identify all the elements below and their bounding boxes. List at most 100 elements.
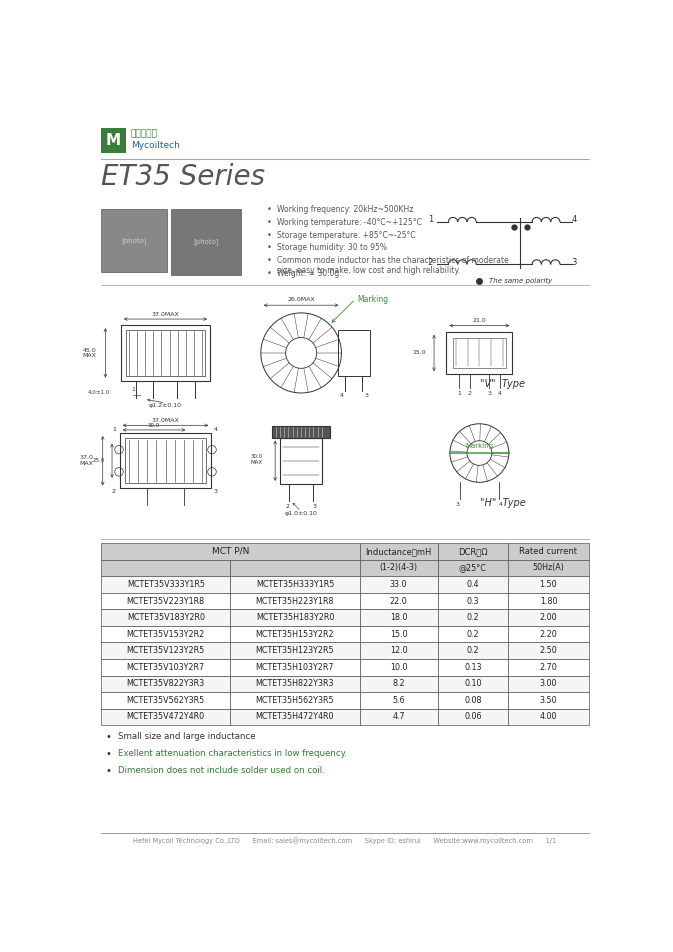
Text: Storage temperature: +85°C~-25°C: Storage temperature: +85°C~-25°C [277,230,416,240]
Text: The same polarity: The same polarity [489,278,553,285]
Text: 1.50: 1.50 [540,580,557,589]
Text: 1: 1 [457,391,461,396]
Text: Marking: Marking [357,294,388,304]
Text: 5.6: 5.6 [392,696,405,704]
Text: 45.0
MAX: 45.0 MAX [82,347,96,358]
Text: MCTET35V123Y2R5: MCTET35V123Y2R5 [127,646,205,655]
FancyBboxPatch shape [508,576,589,593]
Text: 3: 3 [487,391,491,396]
FancyBboxPatch shape [437,692,508,708]
Text: •: • [267,268,271,278]
Text: Rated current: Rated current [520,546,577,556]
Text: Working temperature: -40°C~+125°C: Working temperature: -40°C~+125°C [277,218,422,227]
Text: 3: 3 [313,504,317,509]
Text: 50Hz(A): 50Hz(A) [532,564,565,572]
Text: Storage humidity: 30 to 95%: Storage humidity: 30 to 95% [277,243,387,252]
FancyBboxPatch shape [437,609,508,625]
Text: MCTET35V103Y2R7: MCTET35V103Y2R7 [127,663,205,672]
FancyBboxPatch shape [508,625,589,643]
FancyBboxPatch shape [101,643,230,659]
Text: 1.80: 1.80 [540,597,557,605]
Text: MCT P/N: MCT P/N [212,546,249,556]
FancyBboxPatch shape [101,544,359,560]
FancyBboxPatch shape [508,708,589,725]
Polygon shape [272,426,330,438]
Text: Inductance：mH: Inductance：mH [365,546,431,556]
Text: 2: 2 [468,391,472,396]
Text: 3.00: 3.00 [540,680,557,688]
FancyBboxPatch shape [230,643,359,659]
FancyBboxPatch shape [230,576,359,593]
Text: 4.00: 4.00 [540,712,557,722]
Text: 2.20: 2.20 [540,629,557,639]
FancyBboxPatch shape [359,576,437,593]
FancyBboxPatch shape [359,560,437,576]
Text: 2: 2 [285,504,289,509]
FancyBboxPatch shape [359,625,437,643]
FancyBboxPatch shape [508,692,589,708]
FancyBboxPatch shape [508,676,589,692]
Text: M: M [106,133,121,148]
Text: 4: 4 [213,427,217,432]
Text: •: • [267,230,271,240]
Text: 8.2: 8.2 [392,680,405,688]
Text: •: • [267,218,271,227]
Text: 麦可一科技: 麦可一科技 [131,129,157,139]
Text: MCTET35H183Y2R0: MCTET35H183Y2R0 [256,613,334,622]
Text: Working frequency: 20kHz~500KHz: Working frequency: 20kHz~500KHz [277,205,413,214]
FancyBboxPatch shape [230,676,359,692]
Text: 0.4: 0.4 [466,580,479,589]
FancyBboxPatch shape [101,593,230,609]
FancyBboxPatch shape [101,625,230,643]
FancyBboxPatch shape [437,593,508,609]
FancyBboxPatch shape [101,692,230,708]
FancyBboxPatch shape [230,692,359,708]
FancyBboxPatch shape [508,544,589,560]
Text: "H"  Type: "H" Type [480,498,526,508]
Text: 2.50: 2.50 [540,646,557,655]
Text: MCTET35H822Y3R3: MCTET35H822Y3R3 [256,680,334,688]
FancyBboxPatch shape [101,129,126,152]
FancyBboxPatch shape [359,692,437,708]
FancyBboxPatch shape [359,676,437,692]
Text: MCTET35H333Y1R5: MCTET35H333Y1R5 [256,580,334,589]
Text: Weight: ≈ 30.0g.: Weight: ≈ 30.0g. [277,268,342,278]
FancyBboxPatch shape [508,659,589,676]
Text: ET35 Series: ET35 Series [101,164,265,191]
FancyBboxPatch shape [508,593,589,609]
Text: φ1.2±0.10: φ1.2±0.10 [149,403,182,408]
FancyBboxPatch shape [101,676,230,692]
Text: 0.2: 0.2 [466,646,479,655]
FancyBboxPatch shape [230,708,359,725]
Text: 33.0: 33.0 [390,580,407,589]
FancyBboxPatch shape [508,560,589,576]
Text: Exellent attenuation characteristics in low frequency.: Exellent attenuation characteristics in … [118,749,347,758]
Text: 3: 3 [571,258,577,267]
FancyBboxPatch shape [230,659,359,676]
Text: 37.0MAX: 37.0MAX [151,311,180,317]
FancyBboxPatch shape [508,643,589,659]
Text: MCTET35H472Y4R0: MCTET35H472Y4R0 [256,712,334,722]
FancyBboxPatch shape [359,659,437,676]
Text: 30.0: 30.0 [148,423,160,428]
Text: 15.0: 15.0 [390,629,407,639]
FancyBboxPatch shape [437,659,508,676]
Text: Hefei Mycoil Technology Co.,LTD      Email: sales@mycoiltech.com      Skype ID: : Hefei Mycoil Technology Co.,LTD Email: s… [133,838,557,844]
Text: MCTET35H223Y1R8: MCTET35H223Y1R8 [256,597,334,605]
FancyBboxPatch shape [359,643,437,659]
Text: 22.0: 22.0 [390,597,407,605]
FancyBboxPatch shape [101,609,230,625]
FancyBboxPatch shape [437,544,508,560]
Text: [photo]: [photo] [121,238,147,245]
Text: 26.0MAX: 26.0MAX [287,297,315,302]
Text: 0.06: 0.06 [464,712,482,722]
Text: •: • [267,205,271,214]
Text: 4: 4 [339,393,343,398]
Text: 21.0: 21.0 [472,318,487,323]
Text: 4: 4 [498,391,502,396]
Text: •: • [105,748,111,759]
Text: MCTET35V562Y3R5: MCTET35V562Y3R5 [127,696,205,704]
Text: 3: 3 [364,393,368,398]
FancyBboxPatch shape [101,708,230,725]
Text: 15.0: 15.0 [413,350,426,355]
